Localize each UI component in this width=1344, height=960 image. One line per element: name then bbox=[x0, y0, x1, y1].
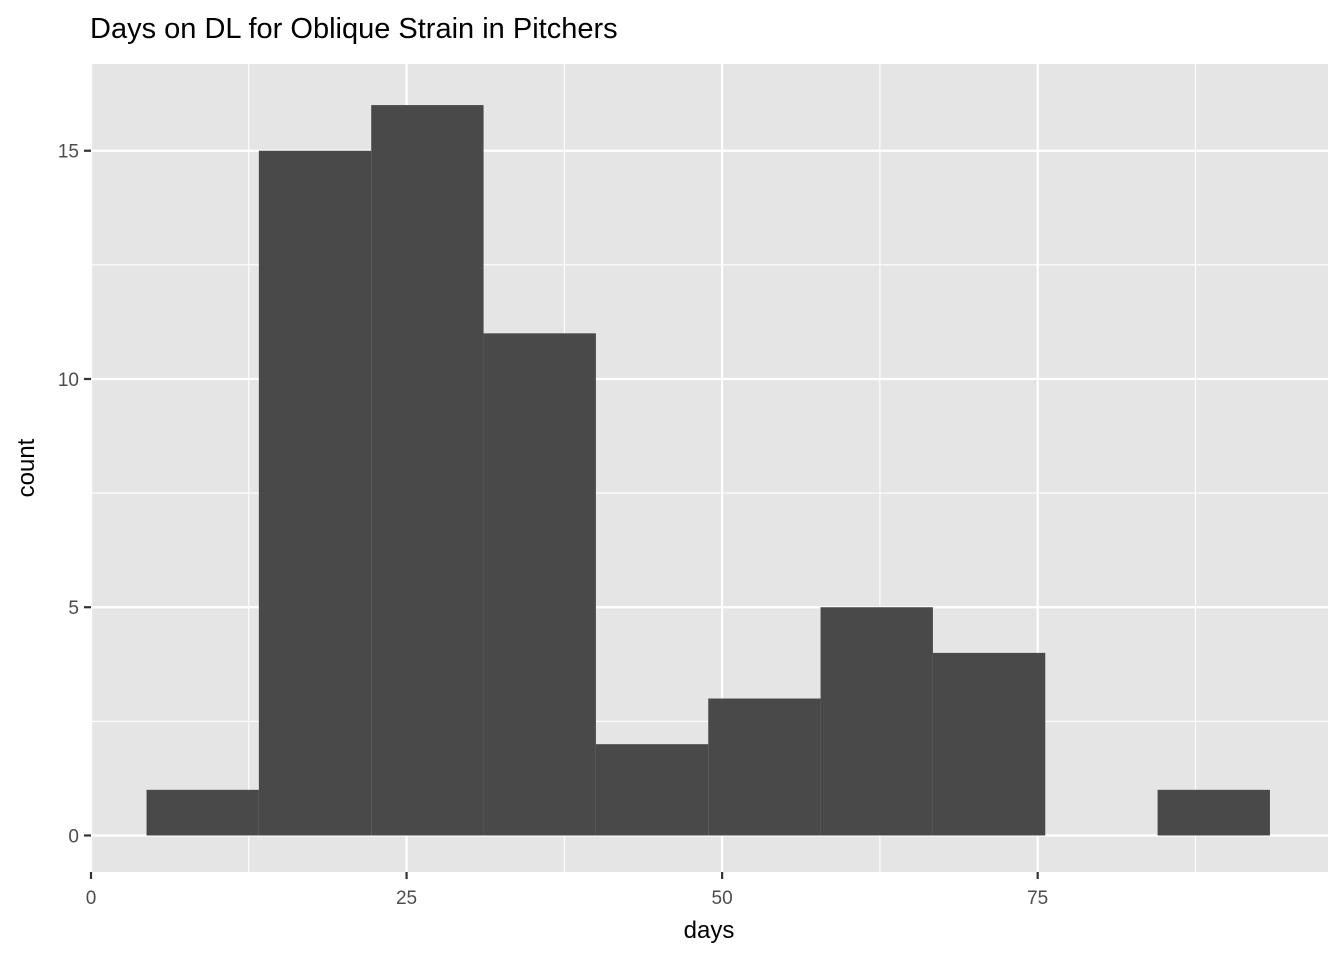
histogram-bar bbox=[595, 744, 709, 836]
histogram-bar bbox=[258, 150, 372, 836]
x-axis-title: days bbox=[684, 917, 735, 944]
histogram-bar bbox=[1157, 789, 1270, 836]
histogram-bar bbox=[146, 789, 259, 836]
x-tick-label: 25 bbox=[396, 888, 417, 909]
y-tick-label: 0 bbox=[68, 826, 79, 847]
histogram-bar bbox=[483, 333, 596, 836]
x-tick-label: 75 bbox=[1027, 888, 1048, 909]
y-tick-label: 10 bbox=[58, 370, 79, 391]
y-axis: 0 5 10 15 bbox=[58, 142, 91, 847]
x-tick-label: 50 bbox=[712, 888, 733, 909]
histogram-bars bbox=[146, 105, 1270, 836]
histogram-bar bbox=[708, 698, 821, 836]
y-tick-label: 5 bbox=[68, 598, 79, 619]
x-axis: 0 25 50 75 bbox=[86, 872, 1048, 909]
y-tick-label: 15 bbox=[58, 142, 79, 163]
histogram-bar bbox=[371, 105, 484, 836]
histogram-bar bbox=[820, 607, 933, 836]
x-tick-label: 0 bbox=[86, 888, 97, 909]
histogram-bar bbox=[932, 652, 1046, 836]
y-axis-title: count bbox=[13, 438, 40, 497]
chart-title: Days on DL for Oblique Strain in Pitcher… bbox=[90, 13, 618, 45]
